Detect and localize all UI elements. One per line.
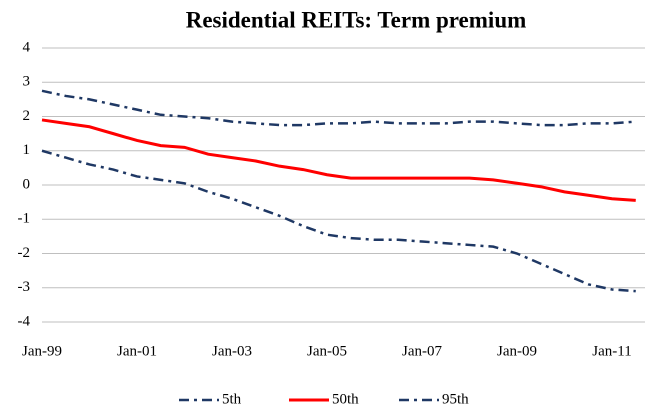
y-tick-label: 1 — [23, 142, 31, 158]
y-tick-label: 3 — [23, 74, 31, 90]
y-tick-label: -2 — [18, 245, 31, 261]
y-tick-label: -1 — [18, 211, 31, 227]
x-tick-label: Jan-05 — [307, 343, 347, 359]
y-tick-label: 2 — [23, 108, 31, 124]
legend-label: 5th — [222, 391, 242, 407]
chart-title: Residential REITs: Term premium — [186, 7, 527, 32]
legend-label: 50th — [332, 391, 359, 407]
series-line — [41, 149, 636, 293]
legend-label: 95th — [442, 391, 469, 407]
y-tick-label: 0 — [23, 176, 31, 192]
series-line — [41, 89, 636, 127]
x-tick-label: Jan-09 — [497, 343, 537, 359]
x-tick-label: Jan-11 — [592, 343, 631, 359]
y-tick-label: -4 — [18, 313, 31, 329]
x-tick-label: Jan-01 — [117, 343, 157, 359]
x-tick-label: Jan-07 — [402, 343, 442, 359]
y-tick-label: 4 — [23, 39, 31, 55]
series-line — [41, 118, 636, 202]
x-tick-label: Jan-03 — [212, 343, 252, 359]
x-tick-label: Jan-99 — [22, 343, 62, 359]
y-tick-label: -3 — [18, 279, 31, 295]
